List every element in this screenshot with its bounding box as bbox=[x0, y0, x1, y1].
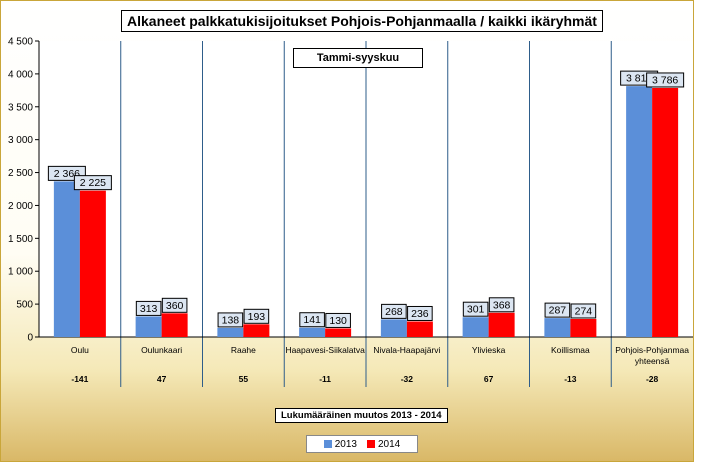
legend-item-2014: 2014 bbox=[367, 439, 400, 450]
data-label: 274 bbox=[575, 305, 593, 317]
y-tick-label: 2 000 bbox=[8, 201, 33, 212]
data-label: 313 bbox=[140, 303, 158, 315]
change-value: -28 bbox=[646, 374, 659, 384]
data-label: 141 bbox=[303, 314, 321, 326]
bar-2013 bbox=[299, 327, 326, 337]
bar-2014 bbox=[161, 313, 188, 337]
y-tick-label: 4 500 bbox=[8, 37, 33, 48]
category-label: yhteensä bbox=[635, 356, 670, 366]
legend-label-2013: 2013 bbox=[334, 438, 357, 450]
data-label-box bbox=[325, 312, 351, 328]
data-label-box bbox=[407, 305, 433, 321]
bar-2014 bbox=[243, 324, 270, 337]
data-label: 3 814 bbox=[626, 73, 652, 85]
category-label: Ylivieska bbox=[472, 345, 506, 355]
bar-2013 bbox=[135, 316, 162, 337]
change-value: -32 bbox=[401, 374, 414, 384]
chart-frame: Alkaneet palkkatukisijoitukset Pohjois-P… bbox=[0, 0, 694, 462]
bar-2013 bbox=[462, 317, 489, 337]
bar-2013 bbox=[53, 181, 80, 337]
data-label: 193 bbox=[248, 311, 266, 323]
change-value: 47 bbox=[157, 374, 167, 384]
legend-item-2013: 2013 bbox=[323, 438, 357, 450]
change-value: 67 bbox=[484, 374, 494, 384]
data-label-box bbox=[488, 297, 515, 313]
data-label-box bbox=[217, 312, 244, 328]
data-label: 2 366 bbox=[54, 168, 80, 180]
legend-swatch-2013 bbox=[323, 440, 332, 448]
data-label-box bbox=[462, 301, 489, 317]
change-value: -141 bbox=[71, 374, 88, 384]
category-label: Raahe bbox=[231, 345, 256, 355]
bar-2014 bbox=[488, 312, 515, 337]
data-label-box bbox=[544, 302, 571, 318]
category-label: Nivala-Haapajärvi bbox=[373, 345, 440, 355]
bar-2014 bbox=[325, 328, 352, 337]
y-tick-label: 0 bbox=[27, 333, 33, 344]
bar-2014 bbox=[79, 190, 106, 337]
data-label: 360 bbox=[166, 300, 184, 312]
bar-2014 bbox=[406, 321, 433, 337]
data-label: 138 bbox=[222, 314, 240, 326]
data-label: 236 bbox=[411, 308, 429, 320]
bar-2014 bbox=[652, 87, 679, 337]
data-label: 2 225 bbox=[80, 177, 106, 189]
bar-2013 bbox=[380, 319, 407, 337]
change-value: 55 bbox=[239, 374, 249, 384]
bar-2013 bbox=[217, 327, 244, 337]
y-tick-label: 3 500 bbox=[8, 102, 33, 113]
bar-2014 bbox=[570, 318, 597, 337]
chart-title: Alkaneet palkkatukisijoitukset Pohjois-P… bbox=[121, 10, 603, 32]
y-tick-label: 4 000 bbox=[8, 69, 33, 80]
data-label-box bbox=[161, 297, 188, 313]
y-tick-label: 3 000 bbox=[8, 135, 33, 146]
data-label-box bbox=[570, 303, 597, 319]
legend: 2013 2014 bbox=[306, 435, 418, 453]
data-label-box bbox=[299, 312, 325, 328]
change-title: Lukumääräinen muutos 2013 - 2014 bbox=[275, 408, 448, 423]
data-label-box bbox=[646, 72, 685, 88]
data-label-box bbox=[243, 308, 270, 324]
data-label-box bbox=[73, 175, 112, 191]
legend-swatch-2014 bbox=[367, 440, 375, 448]
bar-2013 bbox=[544, 318, 571, 337]
data-label: 268 bbox=[385, 306, 403, 318]
data-label: 287 bbox=[549, 305, 567, 317]
chart-plot: 0 500 1 000 1 500 2 000 2 500 3 000 3 500 4 000 4… bbox=[8, 37, 693, 387]
data-label: 3 786 bbox=[652, 74, 678, 86]
chart-subtitle: Tammi-syyskuu bbox=[293, 48, 423, 68]
y-tick-label: 1 500 bbox=[8, 234, 33, 245]
y-tick-label: 1 000 bbox=[8, 267, 33, 278]
data-label: 301 bbox=[467, 304, 485, 316]
data-label-box bbox=[135, 300, 162, 316]
category-label: Oulunkaari bbox=[141, 345, 182, 355]
change-value: -11 bbox=[319, 374, 331, 384]
change-value: -13 bbox=[564, 374, 577, 384]
bar-2013 bbox=[626, 86, 653, 337]
data-label: 368 bbox=[493, 299, 511, 311]
y-tick-label: 500 bbox=[16, 300, 33, 311]
category-label: Oulu bbox=[71, 345, 89, 355]
legend-label-2014: 2014 bbox=[378, 438, 401, 450]
data-label: 130 bbox=[329, 315, 347, 327]
data-label-box bbox=[381, 303, 407, 319]
category-label: Pohjois-Pohjanmaa bbox=[615, 345, 689, 355]
category-label: Koillismaa bbox=[551, 345, 590, 355]
y-tick-label: 2 500 bbox=[8, 168, 33, 179]
category-label: Haapavesi-Siikalatva bbox=[285, 345, 365, 355]
